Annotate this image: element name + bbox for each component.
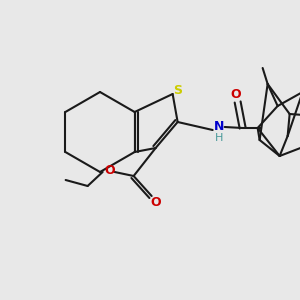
Text: S: S <box>173 83 182 97</box>
Text: O: O <box>150 196 161 208</box>
Text: N: N <box>214 121 224 134</box>
Text: O: O <box>104 164 115 176</box>
Text: O: O <box>230 88 241 101</box>
Text: H: H <box>214 133 223 143</box>
